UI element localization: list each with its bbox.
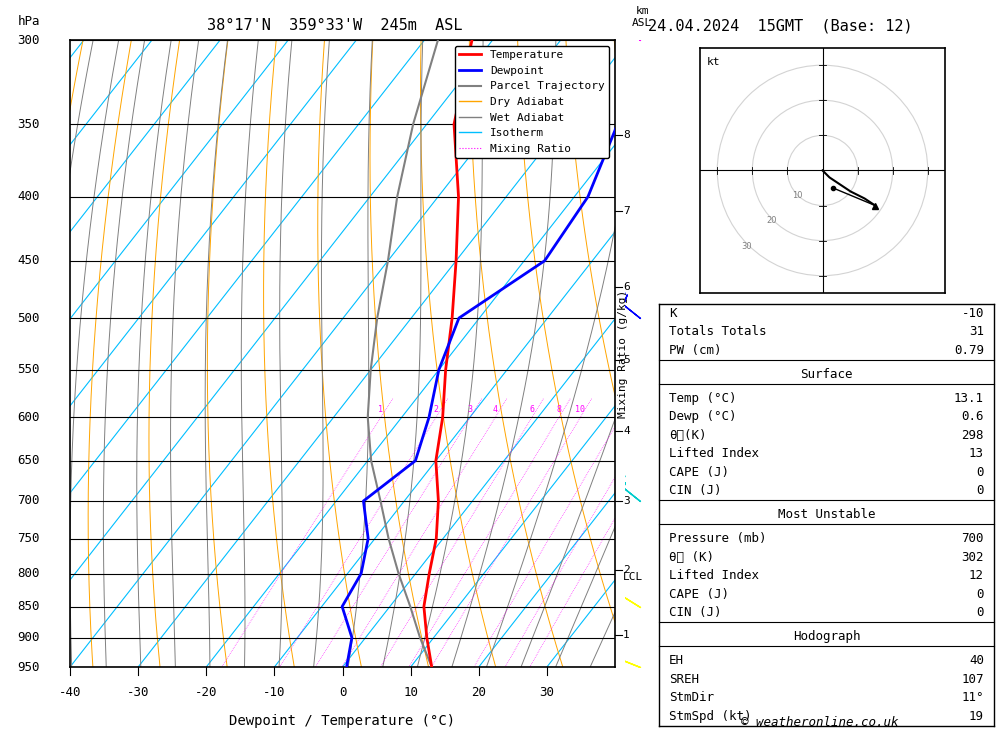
Text: Lifted Index: Lifted Index — [669, 570, 759, 583]
Text: Dewp (°C): Dewp (°C) — [669, 410, 737, 424]
Text: kt: kt — [707, 57, 721, 67]
Text: 900: 900 — [18, 631, 40, 644]
Text: 30: 30 — [539, 686, 554, 699]
Text: km
ASL: km ASL — [632, 6, 652, 28]
Text: 10: 10 — [575, 405, 585, 414]
Text: 0: 0 — [976, 606, 984, 619]
Text: 20: 20 — [767, 216, 777, 226]
Text: 302: 302 — [961, 551, 984, 564]
Text: 700: 700 — [18, 495, 40, 507]
Text: hPa: hPa — [18, 15, 40, 28]
Text: Lifted Index: Lifted Index — [669, 447, 759, 460]
Text: Pressure (mb): Pressure (mb) — [669, 532, 767, 545]
Text: Mixing Ratio (g/kg): Mixing Ratio (g/kg) — [618, 290, 628, 418]
Text: 4: 4 — [623, 427, 630, 436]
Text: 19: 19 — [969, 710, 984, 723]
Text: 6: 6 — [623, 281, 630, 292]
Text: 800: 800 — [18, 567, 40, 580]
Text: 13: 13 — [969, 447, 984, 460]
Text: 12: 12 — [969, 570, 984, 583]
Text: LCL: LCL — [623, 572, 643, 582]
Text: 550: 550 — [18, 364, 40, 376]
Text: 450: 450 — [18, 254, 40, 268]
Text: 650: 650 — [18, 454, 40, 467]
Text: 0: 0 — [339, 686, 346, 699]
Text: 2: 2 — [434, 405, 439, 414]
Text: © weatheronline.co.uk: © weatheronline.co.uk — [741, 716, 899, 729]
Text: Surface: Surface — [800, 368, 853, 381]
Text: 5: 5 — [623, 355, 630, 365]
Text: 600: 600 — [18, 410, 40, 424]
Text: 0: 0 — [976, 588, 984, 601]
Text: SREH: SREH — [669, 673, 699, 686]
Text: CIN (J): CIN (J) — [669, 485, 722, 498]
Text: Hodograph: Hodograph — [793, 630, 860, 644]
Text: 1: 1 — [378, 405, 383, 414]
Text: 7: 7 — [623, 207, 630, 216]
Text: 8: 8 — [623, 130, 630, 140]
Text: 20: 20 — [471, 686, 486, 699]
Legend: Temperature, Dewpoint, Parcel Trajectory, Dry Adiabat, Wet Adiabat, Isotherm, Mi: Temperature, Dewpoint, Parcel Trajectory… — [455, 46, 609, 158]
Text: 400: 400 — [18, 191, 40, 203]
Text: 850: 850 — [18, 600, 40, 613]
Text: CAPE (J): CAPE (J) — [669, 466, 729, 479]
Text: 24.04.2024  15GMT  (Base: 12): 24.04.2024 15GMT (Base: 12) — [648, 18, 912, 33]
Text: EH: EH — [669, 655, 684, 668]
Text: 10: 10 — [792, 191, 802, 200]
Text: -30: -30 — [127, 686, 149, 699]
Text: 10: 10 — [403, 686, 418, 699]
Text: 13.1: 13.1 — [954, 392, 984, 405]
Text: 0: 0 — [976, 466, 984, 479]
Text: StmDir: StmDir — [669, 691, 714, 704]
Text: 700: 700 — [961, 532, 984, 545]
Text: 3: 3 — [468, 405, 473, 414]
Text: θᴇ (K): θᴇ (K) — [669, 551, 714, 564]
Text: 4: 4 — [493, 405, 498, 414]
Text: 40: 40 — [969, 655, 984, 668]
Text: Temp (°C): Temp (°C) — [669, 392, 737, 405]
Text: -10: -10 — [263, 686, 286, 699]
Text: θᴇ(K): θᴇ(K) — [669, 429, 707, 442]
Text: -40: -40 — [59, 686, 81, 699]
Text: 0: 0 — [976, 485, 984, 498]
Text: 350: 350 — [18, 117, 40, 130]
Text: CAPE (J): CAPE (J) — [669, 588, 729, 601]
Text: 2: 2 — [623, 565, 630, 575]
Text: StmSpd (kt): StmSpd (kt) — [669, 710, 752, 723]
Text: 3: 3 — [623, 496, 630, 506]
Text: Totals Totals: Totals Totals — [669, 325, 767, 339]
Text: 6: 6 — [530, 405, 535, 414]
Text: 1: 1 — [623, 630, 630, 640]
Text: 950: 950 — [18, 660, 40, 674]
Text: 300: 300 — [18, 34, 40, 47]
Text: 0.79: 0.79 — [954, 344, 984, 357]
Text: CIN (J): CIN (J) — [669, 606, 722, 619]
Text: 500: 500 — [18, 312, 40, 325]
Text: Dewpoint / Temperature (°C): Dewpoint / Temperature (°C) — [229, 714, 456, 728]
Text: 38°17'N  359°33'W  245m  ASL: 38°17'N 359°33'W 245m ASL — [207, 18, 463, 33]
Text: 30: 30 — [741, 242, 752, 251]
Text: 298: 298 — [961, 429, 984, 442]
Text: 11°: 11° — [961, 691, 984, 704]
Text: 107: 107 — [961, 673, 984, 686]
Text: 750: 750 — [18, 532, 40, 545]
Text: K: K — [669, 307, 677, 320]
Text: 0.6: 0.6 — [961, 410, 984, 424]
Text: -20: -20 — [195, 686, 218, 699]
Text: 8: 8 — [556, 405, 561, 414]
Text: Most Unstable: Most Unstable — [778, 509, 875, 521]
Text: -10: -10 — [961, 307, 984, 320]
Text: PW (cm): PW (cm) — [669, 344, 722, 357]
Text: 31: 31 — [969, 325, 984, 339]
